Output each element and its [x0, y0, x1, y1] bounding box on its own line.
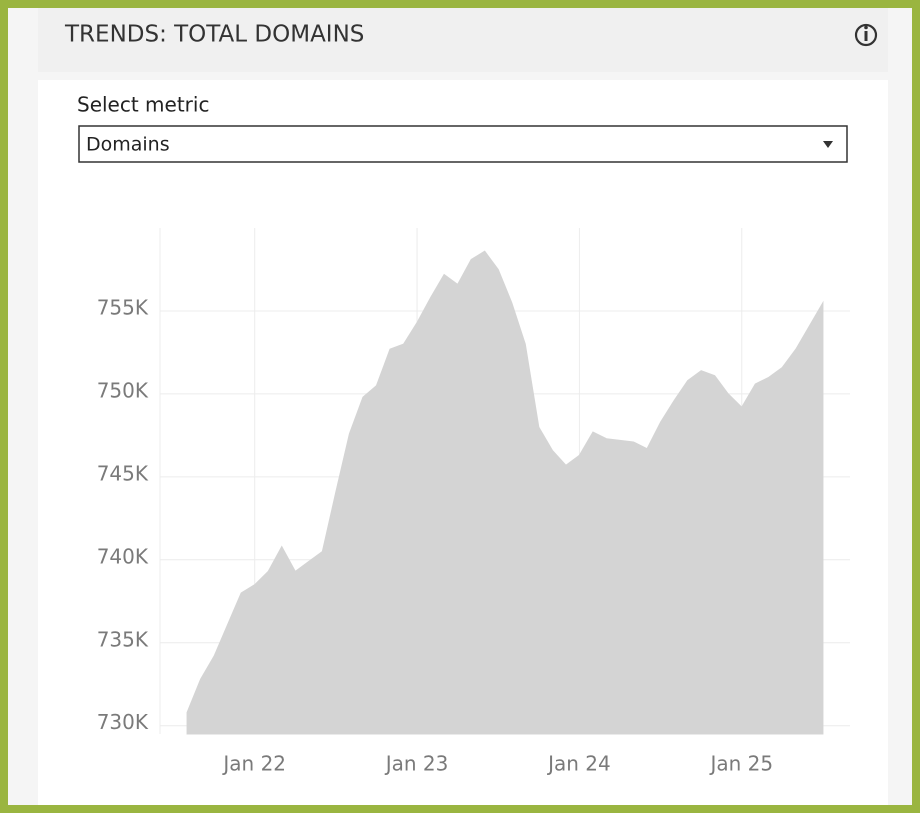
header-title: TRENDS: TOTAL DOMAINS: [64, 22, 364, 48]
y-tick-label: 745K: [97, 461, 149, 485]
y-tick-label: 730K: [97, 710, 149, 734]
select[interactable]: Domains: [78, 125, 848, 163]
info-icon[interactable]: [854, 23, 878, 47]
x-tick-label: Jan 25: [708, 752, 773, 776]
y-tick-label: 755K: [97, 295, 149, 319]
header-bar: [38, 8, 888, 72]
select-label: Select metric: [77, 93, 209, 117]
y-tick-label: 750K: [97, 378, 149, 402]
select-value: Domains: [86, 134, 170, 156]
x-tick-label: Jan 23: [384, 752, 449, 776]
x-tick-label: Jan 22: [221, 752, 286, 776]
y-tick-label: 740K: [97, 544, 149, 568]
area: [186, 250, 824, 735]
chart: Jan 22 Jan 23 Jan 24 Jan 25 730K 735K 740K 745K…: [97, 228, 850, 776]
x-tick-label: Jan 24: [546, 752, 611, 776]
y-tick-label: 735K: [97, 627, 149, 651]
